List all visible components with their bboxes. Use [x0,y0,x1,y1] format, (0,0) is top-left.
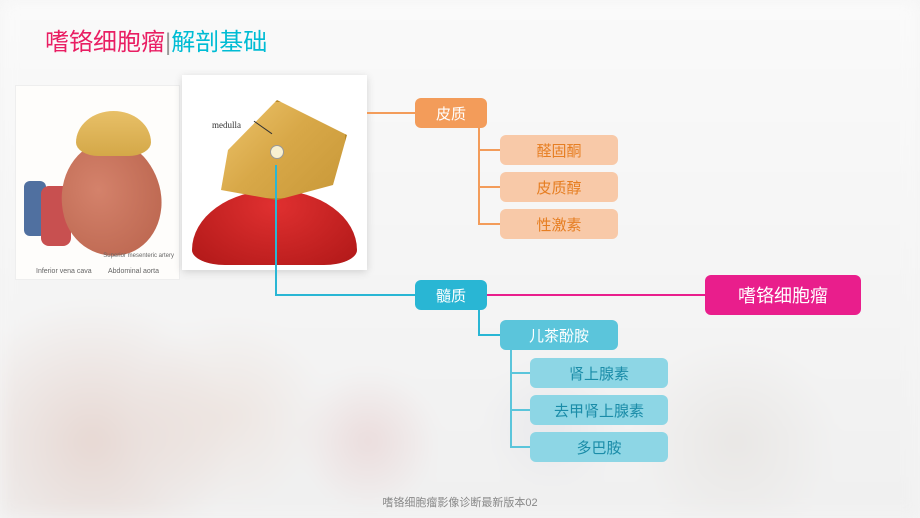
cortex-bracket-h2 [478,186,500,188]
medulla-label-text: 髓质 [436,285,466,306]
catecholamine-label: 儿茶酚胺 [529,325,589,346]
catech-bracket-h1 [510,372,530,374]
dopamine-box: 多巴胺 [530,432,668,462]
pheochromocytoma-box: 嗜铬细胞瘤 [705,275,861,315]
pheochromocytoma-label: 嗜铬细胞瘤 [738,282,828,308]
norepinephrine-label: 去甲肾上腺素 [554,400,644,421]
epinephrine-label: 肾上腺素 [569,363,629,384]
cortisol-box: 皮质醇 [500,172,618,202]
medulla-connector-v [275,165,277,295]
medulla-catech-h [478,334,500,336]
cortex-bracket-v [478,128,480,224]
aldosterone-label: 醛固酮 [536,140,581,161]
title-main: 嗜铬细胞瘤 [45,29,165,56]
cortex-box: 皮质 [415,98,487,128]
slide-content: 嗜铬细胞瘤|解剖基础 Inferior vena cava Abdominal … [0,0,920,518]
cortisol-label: 皮质醇 [536,177,581,198]
slide-title: 嗜铬细胞瘤|解剖基础 [45,22,267,57]
medulla-connector-h [275,294,415,296]
dopamine-label: 多巴胺 [576,437,621,458]
catech-bracket-h2 [510,409,530,411]
catech-bracket-h3 [510,446,530,448]
kidney-illustration-left: Inferior vena cava Abdominal aorta Super… [15,85,180,280]
sexhormone-label: 性激素 [536,214,581,235]
catecholamine-box: 儿茶酚胺 [500,320,618,350]
medulla-label: medulla [212,120,241,130]
medulla-box: 髓质 [415,280,487,310]
medulla-spot [270,145,284,159]
medulla-catech-v [478,310,480,335]
aorta-label: Abdominal aorta [108,268,159,275]
ivc-label: Inferior vena cava [36,268,92,275]
cortex-label: 皮质 [436,103,466,124]
adrenal-shape-left [76,111,151,156]
cortex-bracket-h1 [478,149,500,151]
footer-text: 嗜铬细胞瘤影像诊断最新版本02 [0,494,920,510]
catech-bracket-v [510,350,512,447]
norepinephrine-box: 去甲肾上腺素 [530,395,668,425]
sma-label: Superior mesenteric artery [103,253,174,259]
title-sub: 解剖基础 [171,29,267,56]
sexhormone-box: 性激素 [500,209,618,239]
epinephrine-box: 肾上腺素 [530,358,668,388]
cortex-bracket-h3 [478,223,500,225]
cortex-connector-horizontal [367,112,415,114]
aldosterone-box: 醛固酮 [500,135,618,165]
pheo-connector [487,294,705,296]
